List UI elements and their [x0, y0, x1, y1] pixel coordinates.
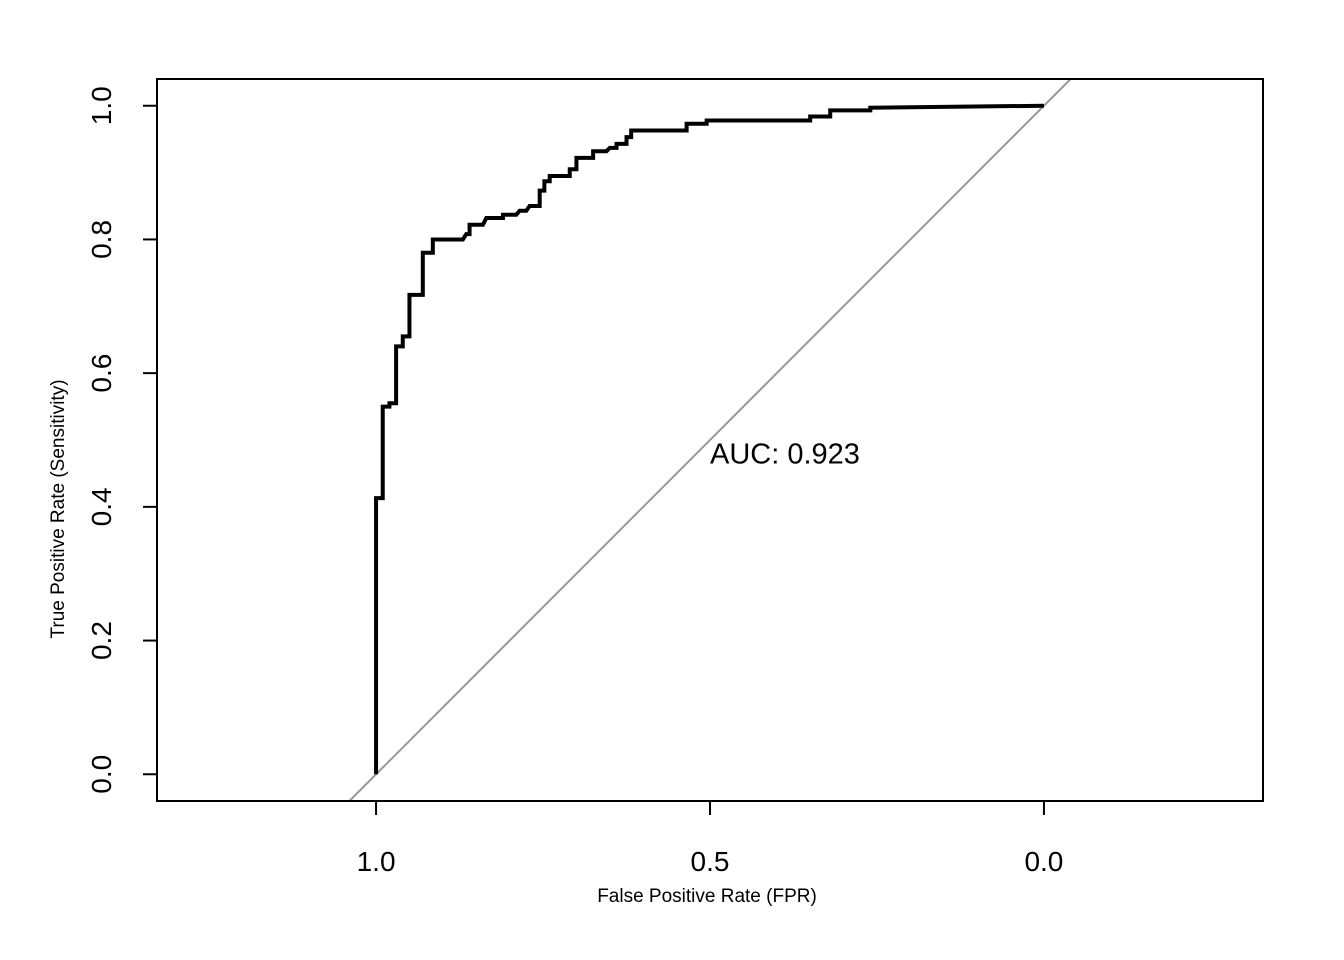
- x-tick-label: 0.0: [1024, 846, 1063, 877]
- reference-diagonal-layer: [348, 78, 1072, 802]
- x-tick-label: 0.5: [691, 846, 730, 877]
- auc-annotation: AUC: 0.923: [710, 438, 860, 470]
- y-axis: 0.0 0.2 0.4 0.6 0.8 1.0: [86, 86, 157, 794]
- x-axis-title: False Positive Rate (FPR): [597, 886, 817, 907]
- y-tick-label: 0.4: [86, 487, 117, 526]
- y-tick-label: 0.2: [86, 621, 117, 660]
- y-tick-label: 0.8: [86, 220, 117, 259]
- y-tick-label: 1.0: [86, 86, 117, 125]
- y-axis-title: True Positive Rate (Sensitivity): [48, 379, 69, 638]
- reference-diagonal-line: [348, 78, 1072, 802]
- y-tick-label: 0.6: [86, 354, 117, 393]
- x-tick-label: 1.0: [357, 846, 396, 877]
- x-axis: 1.0 0.5 0.0: [357, 801, 1063, 877]
- roc-curve-layer: [374, 103, 1044, 775]
- y-tick-label: 0.0: [86, 755, 117, 794]
- roc-curve-line: [374, 103, 1044, 775]
